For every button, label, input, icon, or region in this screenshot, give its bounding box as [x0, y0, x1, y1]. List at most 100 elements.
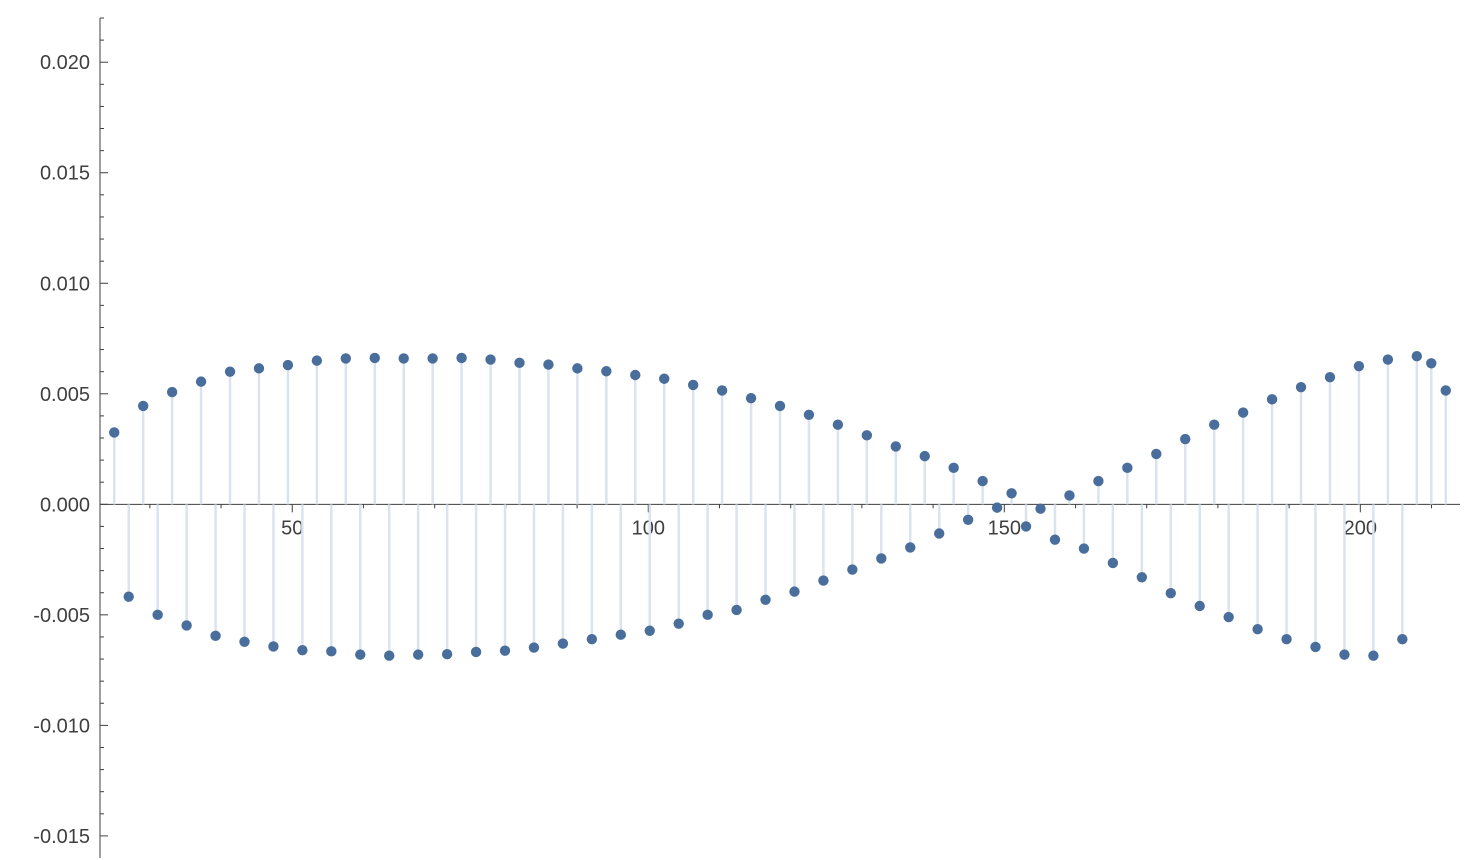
- data-point: [167, 387, 177, 397]
- data-point: [370, 353, 380, 363]
- data-point: [413, 649, 423, 659]
- data-point: [862, 430, 872, 440]
- data-point: [717, 385, 727, 395]
- data-point: [225, 366, 235, 376]
- stem-plot: -0.015-0.010-0.0050.0000.0050.0100.0150.…: [0, 0, 1474, 860]
- data-point: [645, 626, 655, 636]
- data-point: [977, 476, 987, 486]
- data-point: [818, 575, 828, 585]
- data-point: [384, 651, 394, 661]
- data-point: [138, 401, 148, 411]
- data-point: [789, 586, 799, 596]
- data-point: [1368, 651, 1378, 661]
- data-point: [1021, 521, 1031, 531]
- x-tick-label: 100: [632, 517, 665, 539]
- data-point: [1238, 407, 1248, 417]
- data-point: [905, 542, 915, 552]
- data-point: [427, 353, 437, 363]
- data-point: [1064, 490, 1074, 500]
- data-point: [630, 370, 640, 380]
- data-point: [239, 637, 249, 647]
- data-point: [1281, 634, 1291, 644]
- y-tick-label: 0.010: [40, 273, 90, 295]
- data-point: [1267, 394, 1277, 404]
- data-point: [934, 528, 944, 538]
- data-point: [601, 366, 611, 376]
- data-point: [804, 410, 814, 420]
- data-point: [731, 605, 741, 615]
- data-point: [471, 647, 481, 657]
- data-point: [210, 631, 220, 641]
- data-point: [1397, 634, 1407, 644]
- data-point: [152, 610, 162, 620]
- data-point: [760, 595, 770, 605]
- data-point: [702, 610, 712, 620]
- data-point: [876, 553, 886, 563]
- data-point: [1195, 601, 1205, 611]
- data-point: [254, 363, 264, 373]
- data-point: [1383, 354, 1393, 364]
- y-tick-label: 0.015: [40, 163, 90, 185]
- data-point: [948, 463, 958, 473]
- data-point: [587, 634, 597, 644]
- data-point: [659, 374, 669, 384]
- x-tick-label: 50: [281, 517, 303, 539]
- data-point: [529, 642, 539, 652]
- data-point: [355, 649, 365, 659]
- data-point: [297, 645, 307, 655]
- data-point: [326, 646, 336, 656]
- data-point: [1180, 434, 1190, 444]
- data-point: [1079, 543, 1089, 553]
- plot-svg: -0.015-0.010-0.0050.0000.0050.0100.0150.…: [0, 0, 1474, 860]
- data-point: [1166, 588, 1176, 598]
- data-point: [181, 620, 191, 630]
- data-point: [268, 641, 278, 651]
- data-point: [1412, 351, 1422, 361]
- data-point: [442, 649, 452, 659]
- data-point: [1354, 361, 1364, 371]
- data-point: [109, 427, 119, 437]
- data-point: [500, 645, 510, 655]
- x-tick-label: 200: [1344, 517, 1377, 539]
- data-point: [1325, 372, 1335, 382]
- data-point: [1093, 476, 1103, 486]
- y-tick-label: 0.005: [40, 384, 90, 406]
- data-point: [456, 353, 466, 363]
- data-point: [1050, 534, 1060, 544]
- data-point: [1035, 504, 1045, 514]
- data-point: [992, 502, 1002, 512]
- data-point: [283, 360, 293, 370]
- y-tick-label: -0.005: [33, 605, 90, 627]
- data-point: [1441, 385, 1451, 395]
- y-tick-label: -0.015: [33, 826, 90, 848]
- data-point: [1426, 358, 1436, 368]
- data-point: [746, 393, 756, 403]
- data-point: [1339, 649, 1349, 659]
- x-tick-label: 150: [988, 517, 1021, 539]
- data-point: [196, 376, 206, 386]
- data-point: [833, 420, 843, 430]
- data-point: [399, 353, 409, 363]
- data-point: [1296, 382, 1306, 392]
- data-point: [1122, 463, 1132, 473]
- data-point: [558, 638, 568, 648]
- data-point: [963, 515, 973, 525]
- data-point: [775, 401, 785, 411]
- data-point: [847, 564, 857, 574]
- data-point: [1209, 420, 1219, 430]
- data-point: [124, 592, 134, 602]
- data-point: [616, 630, 626, 640]
- data-point: [1252, 624, 1262, 634]
- data-point: [1108, 558, 1118, 568]
- data-point: [1310, 642, 1320, 652]
- data-point: [1006, 488, 1016, 498]
- data-point: [514, 358, 524, 368]
- data-point: [688, 380, 698, 390]
- y-tick-label: 0.020: [40, 52, 90, 74]
- data-point: [312, 355, 322, 365]
- data-point: [485, 354, 495, 364]
- data-point: [891, 441, 901, 451]
- data-point: [1137, 572, 1147, 582]
- y-tick-label: -0.010: [33, 715, 90, 737]
- data-point: [920, 451, 930, 461]
